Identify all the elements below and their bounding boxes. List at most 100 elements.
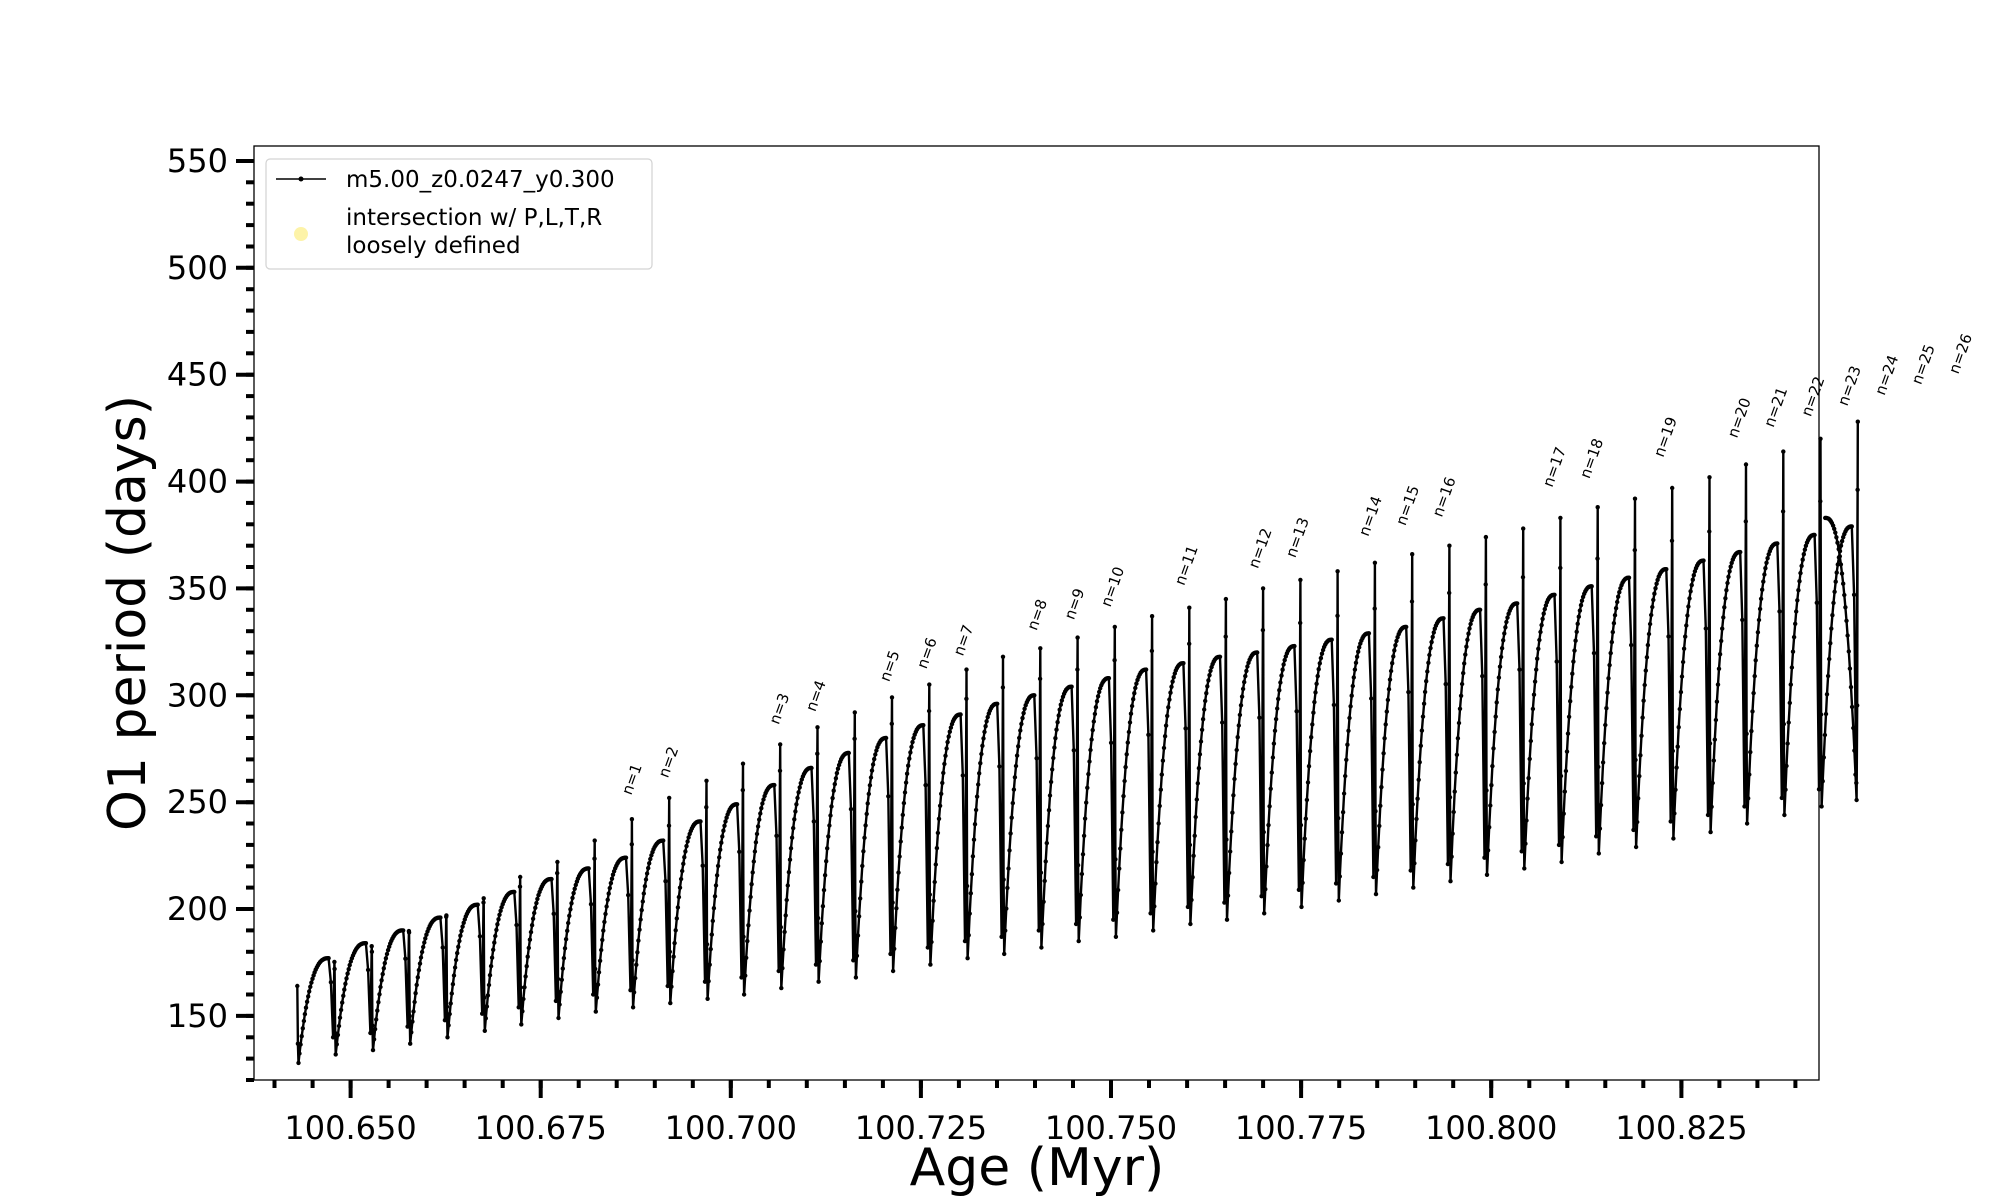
series-point	[1793, 621, 1798, 626]
series-point	[778, 925, 783, 930]
series-point	[1152, 904, 1157, 909]
series-point	[496, 917, 501, 922]
series-point	[1649, 612, 1654, 618]
series-point	[1632, 496, 1638, 501]
series-point	[1784, 763, 1789, 769]
series-point	[1220, 720, 1225, 725]
series-point	[1852, 748, 1857, 753]
series-point	[893, 925, 898, 931]
series-point	[1520, 575, 1526, 580]
series-point	[861, 849, 866, 854]
series-point	[383, 956, 389, 961]
series-point	[937, 803, 943, 808]
series-point	[902, 790, 908, 795]
series-point	[982, 729, 987, 735]
series-point	[1779, 795, 1785, 801]
series-point	[512, 889, 517, 895]
series-point	[605, 897, 610, 902]
series-point	[1521, 526, 1526, 531]
series-point	[1573, 638, 1578, 643]
series-point	[1484, 872, 1490, 877]
series-point	[382, 960, 387, 966]
series-point	[1127, 720, 1133, 725]
series-point	[1129, 703, 1135, 709]
series-point	[301, 1018, 307, 1024]
series-point	[859, 879, 864, 884]
series-point	[1317, 661, 1323, 666]
series-point	[1540, 616, 1545, 622]
series-point	[1000, 654, 1006, 659]
series-point	[1394, 638, 1399, 644]
series-point	[1237, 712, 1243, 718]
series-point	[1612, 613, 1618, 618]
series-point	[639, 907, 644, 913]
series-point	[1691, 573, 1697, 578]
series-point	[829, 804, 834, 809]
series-point	[674, 916, 679, 921]
series-point	[1598, 802, 1604, 808]
series-point	[423, 936, 428, 941]
series-point	[328, 980, 334, 985]
series-point	[1505, 615, 1510, 620]
series-point	[524, 964, 529, 969]
series-point	[1765, 556, 1770, 561]
series-point	[1664, 567, 1669, 572]
series-point	[809, 765, 814, 771]
series-point	[1818, 712, 1824, 717]
series-point	[1464, 644, 1469, 649]
series-point	[1235, 735, 1240, 740]
series-point	[1190, 875, 1195, 880]
series-point	[1012, 775, 1018, 780]
series-point	[1113, 934, 1119, 939]
series-point	[1197, 752, 1203, 757]
series-point	[1496, 675, 1502, 680]
series-point	[641, 891, 646, 896]
series-point	[1613, 606, 1619, 611]
series-point	[745, 938, 750, 944]
series-point	[337, 1015, 343, 1020]
series-point	[749, 882, 754, 887]
series-point	[741, 934, 746, 939]
series-point	[1654, 581, 1659, 586]
series-point	[1084, 800, 1089, 805]
series-point	[569, 901, 574, 906]
series-point	[977, 771, 982, 776]
series-point	[1073, 921, 1079, 927]
series-point	[1356, 649, 1361, 654]
series-point	[1632, 547, 1638, 553]
series-point	[1206, 678, 1211, 683]
series-point	[295, 983, 300, 989]
series-point	[778, 742, 783, 747]
series-point	[461, 920, 466, 925]
series-point	[1536, 646, 1541, 651]
series-point	[818, 939, 823, 944]
series-point	[827, 823, 832, 828]
series-point	[1089, 737, 1094, 742]
series-point	[1607, 662, 1612, 668]
series-point	[516, 1005, 521, 1010]
series-point	[1754, 643, 1760, 648]
series-point	[1155, 840, 1160, 845]
series-point	[401, 928, 406, 933]
series-point	[484, 1004, 490, 1009]
series-point	[787, 857, 793, 862]
series-point	[1743, 519, 1749, 524]
series-point	[788, 846, 794, 851]
series-point	[700, 863, 705, 868]
series-point	[1828, 641, 1833, 646]
series-point	[381, 966, 386, 971]
series-point	[1171, 675, 1176, 680]
series-point	[715, 863, 721, 869]
series-point	[1616, 594, 1621, 599]
series-point	[1574, 629, 1579, 634]
series-point	[487, 973, 493, 978]
series-point	[1298, 620, 1303, 626]
series-point	[1744, 731, 1749, 736]
series-point	[872, 756, 877, 762]
series-point	[1117, 866, 1122, 871]
series-point	[1849, 524, 1855, 529]
series-point	[555, 870, 560, 876]
series-point	[1673, 787, 1678, 792]
series-point	[1490, 763, 1495, 769]
series-point	[1313, 690, 1318, 695]
